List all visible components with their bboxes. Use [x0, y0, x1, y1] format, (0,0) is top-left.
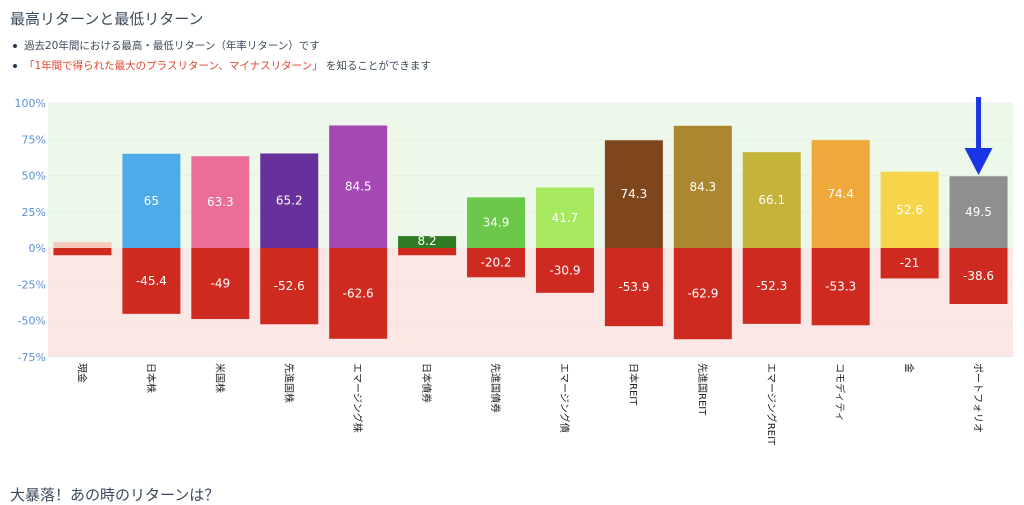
x-tick-label: 先進国債券 — [489, 363, 502, 413]
x-tick-label: エマージング株 — [351, 363, 364, 433]
bar-min-7 — [535, 248, 594, 293]
bar-min-4 — [329, 248, 388, 339]
y-tick-label: 100% — [15, 97, 46, 110]
bullet-2: 「1年間で得られた最大のプラスリターン、マイナスリターン」 を知ることができます — [10, 58, 431, 78]
bullet-2-rest: を知ることができます — [322, 60, 431, 72]
x-tick-label: 先進国株 — [282, 363, 295, 403]
data-label-max: 49.5 — [965, 205, 992, 219]
data-label-min: -38.6 — [963, 269, 994, 283]
data-label-min: -20.2 — [481, 256, 512, 270]
y-tick-label: 75% — [22, 133, 46, 146]
data-label-max: 74.4 — [827, 187, 854, 201]
x-tick-label: ポートフォリオ — [972, 363, 984, 433]
bar-min-1 — [122, 248, 181, 314]
data-label-max: 84.5 — [345, 180, 372, 194]
bar-max-2 — [191, 156, 250, 248]
data-label-max: 63.3 — [207, 195, 234, 209]
bar-max-8 — [604, 140, 663, 248]
bar-min-2 — [191, 248, 250, 320]
data-label-min: -62.6 — [343, 286, 374, 300]
next-section-title: 大暴落！あの時のリターンは？ — [10, 486, 220, 504]
page-title: 最高リターンと最低リターン — [10, 10, 204, 28]
bar-max-12 — [880, 171, 939, 248]
bar-max-9 — [673, 125, 732, 248]
x-tick-label: 金 — [903, 363, 916, 373]
returns-chart: 100% 75% 50% 25% 0% -25% -50% -75% 現金 65 -45.4 日本株 6… — [15, 97, 1013, 446]
y-tick-label: -25% — [18, 278, 46, 291]
x-tick-label: 日本株 — [144, 363, 157, 393]
bar-max-5 — [398, 236, 457, 248]
data-label-min: -49 — [211, 277, 231, 291]
x-tick-label: エマージングREIT — [765, 363, 778, 446]
x-tick-label: 日本REIT — [627, 363, 640, 406]
y-tick-label: 25% — [22, 206, 46, 219]
bar-max-7 — [535, 187, 594, 248]
data-label-min: -52.6 — [274, 279, 305, 293]
bar-max-10 — [742, 152, 801, 248]
bullet-1: 過去20年間における最高・最低リターン（年率リターン）です — [10, 38, 431, 58]
bar-min-0 — [53, 248, 112, 256]
bar-max-11 — [811, 140, 870, 248]
bar-max-3 — [260, 153, 319, 248]
bar-max-6 — [467, 197, 526, 248]
data-label-max: 65.2 — [276, 194, 303, 208]
x-tick-label: 現金 — [75, 363, 88, 383]
x-tick-label: 米国株 — [213, 363, 226, 393]
annotation-arrow-shaft — [976, 97, 982, 149]
x-tick-label: 日本債券 — [420, 363, 433, 403]
bar-min-9 — [673, 248, 732, 340]
bar-min-3 — [260, 248, 319, 325]
x-tick-label: コモディティ — [834, 363, 847, 422]
data-label-min: -62.9 — [687, 287, 718, 301]
description-list: 過去20年間における最高・最低リターン（年率リターン）です 「1年間で得られた最… — [10, 38, 431, 78]
x-tick-label: 先進国REIT — [696, 363, 708, 416]
bar-min-5 — [398, 248, 457, 256]
bar-min-12 — [880, 248, 939, 279]
y-tick-label: 0% — [29, 242, 46, 255]
data-label-max: 52.6 — [896, 203, 923, 217]
bar-max-13 — [949, 176, 1008, 248]
data-label-min: -52.3 — [756, 279, 787, 293]
data-label-min: -53.9 — [618, 280, 649, 294]
y-tick-label: -50% — [18, 315, 46, 328]
x-tick-label: エマージング債 — [558, 363, 571, 433]
data-label-max: 66.1 — [758, 193, 785, 207]
data-label-max: 74.3 — [621, 187, 648, 201]
data-label-min: -45.4 — [136, 274, 167, 288]
data-label-max: 41.7 — [552, 211, 579, 225]
data-label-max: 34.9 — [483, 216, 510, 230]
annotation-arrow-down-icon — [964, 148, 993, 175]
data-label-min: -53.3 — [825, 280, 856, 294]
bar-max-0 — [53, 242, 112, 248]
data-label-max: 8.2 — [418, 234, 437, 248]
bar-min-13 — [949, 248, 1008, 304]
bar-min-10 — [742, 248, 801, 324]
bar-min-8 — [604, 248, 663, 327]
data-label-min: -30.9 — [549, 263, 580, 277]
data-label-max: 65 — [144, 194, 159, 208]
data-label-min: -21 — [900, 256, 920, 270]
y-tick-label: 50% — [22, 170, 46, 183]
bullet-2-highlight: 「1年間で得られた最大のプラスリターン、マイナスリターン」 — [24, 60, 323, 72]
bar-max-1 — [122, 153, 181, 248]
data-label-max: 84.3 — [689, 180, 716, 194]
bar-min-6 — [467, 248, 526, 278]
bar-max-4 — [329, 125, 388, 248]
y-tick-label: -75% — [18, 351, 46, 364]
bar-min-11 — [811, 248, 870, 326]
